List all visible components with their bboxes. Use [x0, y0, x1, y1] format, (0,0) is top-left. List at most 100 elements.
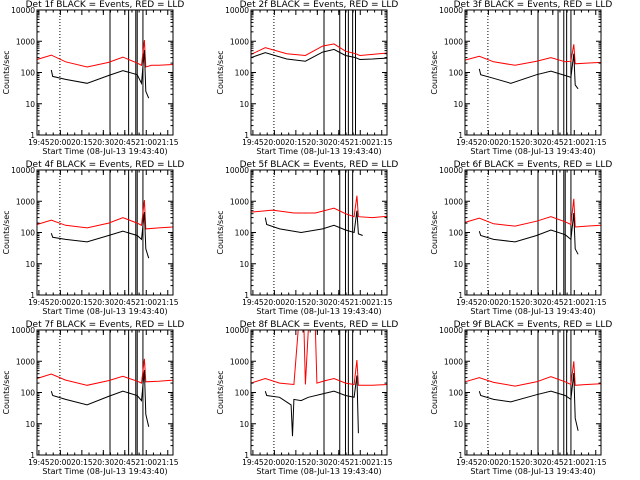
- chart-panel-det-3f: Det 3f BLACK = Events, RED = LLD 1 10 100 10…: [430, 0, 612, 156]
- y-tick-label: 1: [30, 451, 35, 460]
- y-tick-label: 10: [453, 100, 463, 109]
- x-tick-label: 20:00: [478, 138, 500, 147]
- x-tick-label: 20:45: [114, 458, 136, 467]
- x-tick-label: 19:45: [456, 458, 478, 467]
- x-tick-label: 20:30: [307, 458, 329, 467]
- x-tick-label: 21:15: [585, 138, 607, 147]
- panel-title: Det 6f BLACK = Events, RED = LLD: [454, 160, 613, 170]
- y-tick-label: 10: [239, 260, 249, 269]
- x-tick-label: 20:30: [521, 458, 543, 467]
- series-events-line: [50, 50, 150, 99]
- x-tick-label: 20:15: [285, 298, 307, 307]
- series-lld-line: [464, 361, 602, 387]
- chart-panel-det-6f: Det 6f BLACK = Events, RED = LLD 1 10 100 10…: [430, 160, 612, 316]
- y-tick-label: 1000: [16, 357, 35, 366]
- series-lld-line: [250, 195, 388, 219]
- x-tick-label: 20:30: [521, 298, 543, 307]
- series-events-line: [50, 212, 150, 259]
- plot-frame: [36, 169, 174, 296]
- x-tick-label: 20:30: [521, 138, 543, 147]
- y-tick-label: 10000: [439, 6, 463, 15]
- y-tick-label: 10000: [225, 326, 249, 335]
- y-tick-label: 100: [21, 69, 36, 78]
- y-tick-label: 1000: [16, 37, 35, 46]
- y-tick-label: 10: [239, 420, 249, 429]
- y-tick-label: 10000: [11, 6, 35, 15]
- x-axis-label: Start Time (08-Jul-13 19:43:40): [42, 147, 167, 156]
- plot-frame: [36, 9, 174, 136]
- y-tick-label: 1: [244, 291, 249, 300]
- chart-panel-det-7f: Det 7f BLACK = Events, RED = LLD 1 10 100 10…: [2, 320, 184, 476]
- x-tick-label: 20:45: [114, 298, 136, 307]
- x-tick-label: 20:15: [499, 138, 521, 147]
- panel-title: Det 3f BLACK = Events, RED = LLD: [454, 0, 613, 10]
- series-events-line: [264, 375, 359, 437]
- x-tick-label: 20:45: [328, 458, 350, 467]
- y-tick-label: 1000: [230, 197, 249, 206]
- y-tick-label: 10: [453, 260, 463, 269]
- chart-panel-det-2f: Det 2f BLACK = Events, RED = LLD 1 10 100 10…: [216, 0, 398, 156]
- x-tick-label: 20:30: [307, 138, 329, 147]
- y-tick-label: 10000: [225, 6, 249, 15]
- x-tick-label: 19:45: [28, 138, 50, 147]
- panel-title: Det 5f BLACK = Events, RED = LLD: [240, 160, 399, 170]
- series-events-line: [50, 370, 150, 427]
- y-tick-label: 1: [30, 131, 35, 140]
- x-axis-label: Start Time (08-Jul-13 19:43:40): [470, 467, 595, 476]
- x-axis-label: Start Time (08-Jul-13 19:43:40): [470, 307, 595, 316]
- panel-title: Det 1f BLACK = Events, RED = LLD: [26, 0, 185, 10]
- x-tick-label: 20:00: [50, 298, 72, 307]
- y-tick-label: 10: [239, 100, 249, 109]
- x-tick-label: 20:00: [264, 298, 286, 307]
- x-axis-label: Start Time (08-Jul-13 19:43:40): [42, 307, 167, 316]
- series-events-line: [478, 53, 579, 90]
- x-tick-label: 20:45: [328, 298, 350, 307]
- x-axis-label: Start Time (08-Jul-13 19:43:40): [42, 467, 167, 476]
- y-tick-label: 100: [449, 69, 464, 78]
- y-tick-label: 10000: [11, 326, 35, 335]
- x-tick-label: 20:45: [542, 138, 564, 147]
- y-tick-label: 1: [244, 451, 249, 460]
- x-tick-label: 20:00: [478, 458, 500, 467]
- x-tick-label: 21:00: [349, 138, 371, 147]
- y-tick-label: 100: [449, 389, 464, 398]
- x-tick-label: 20:45: [328, 138, 350, 147]
- y-axis-label: Counts/sec: [2, 370, 11, 414]
- series-lld-line: [250, 43, 388, 57]
- chart-panel-det-9f: Det 9f BLACK = Events, RED = LLD 1 10 100 10…: [430, 320, 612, 476]
- y-tick-label: 100: [21, 389, 36, 398]
- x-tick-label: 21:00: [135, 298, 157, 307]
- series-lld-line: [36, 199, 174, 230]
- y-tick-label: 1: [458, 131, 463, 140]
- panel-title: Det 8f BLACK = Events, RED = LLD: [240, 320, 399, 330]
- plot-frame: [250, 169, 388, 296]
- y-tick-label: 10000: [225, 166, 249, 175]
- x-tick-label: 20:15: [71, 458, 93, 467]
- chart-panel-det-4f: Det 4f BLACK = Events, RED = LLD 1 10 100 10…: [2, 160, 184, 316]
- x-tick-label: 19:45: [242, 138, 264, 147]
- series-events-line: [250, 48, 388, 62]
- y-tick-label: 100: [235, 229, 250, 238]
- y-tick-label: 100: [235, 69, 250, 78]
- plot-frame: [250, 9, 388, 136]
- y-tick-label: 10: [25, 260, 35, 269]
- x-tick-label: 20:30: [93, 138, 115, 147]
- y-axis-label: Counts/sec: [2, 210, 11, 254]
- x-tick-label: 20:45: [114, 138, 136, 147]
- panel-title: Det 9f BLACK = Events, RED = LLD: [454, 320, 613, 330]
- y-axis-label: Counts/sec: [2, 50, 11, 94]
- series-events-line: [264, 210, 363, 236]
- x-tick-label: 19:45: [242, 458, 264, 467]
- x-tick-label: 19:45: [242, 298, 264, 307]
- y-axis-label: Counts/sec: [430, 210, 439, 254]
- x-tick-label: 20:15: [285, 138, 307, 147]
- y-tick-label: 1000: [230, 37, 249, 46]
- x-tick-label: 20:15: [71, 138, 93, 147]
- y-tick-label: 1000: [16, 197, 35, 206]
- x-tick-label: 20:30: [93, 458, 115, 467]
- x-tick-label: 19:45: [456, 138, 478, 147]
- plot-frame: [36, 329, 174, 456]
- x-tick-label: 21:15: [371, 138, 393, 147]
- x-tick-label: 20:45: [542, 298, 564, 307]
- y-tick-label: 1000: [444, 357, 463, 366]
